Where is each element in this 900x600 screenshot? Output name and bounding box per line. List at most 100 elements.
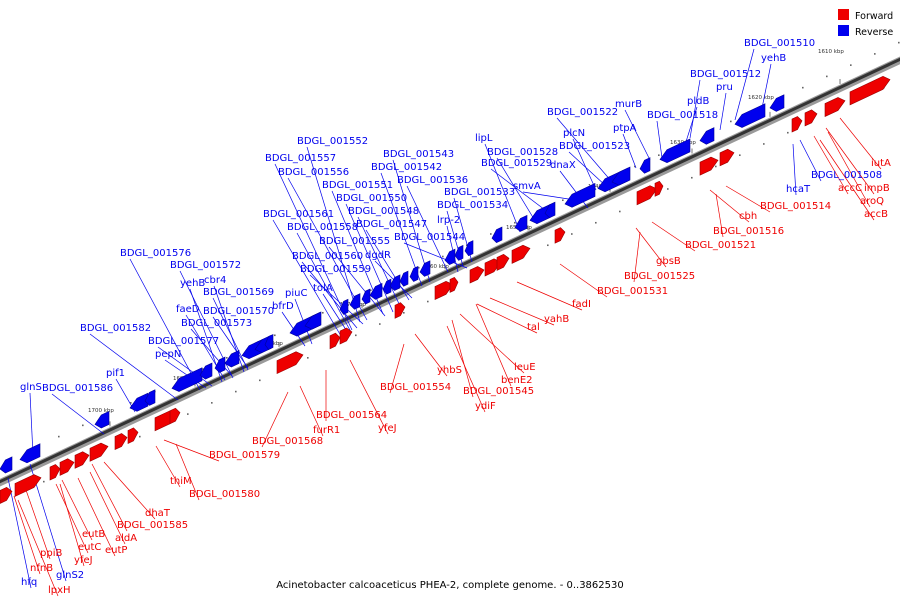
reverse-gene-arrow <box>144 389 156 406</box>
forward-gene-label: lpxH <box>48 585 71 596</box>
forward-gene-label-leader <box>389 343 405 394</box>
scale-dot <box>802 86 804 89</box>
forward-gene-label-leader <box>17 499 59 597</box>
reverse-gene-label-leader <box>568 151 607 187</box>
reverse-gene-label: BDGL_001573 <box>181 318 252 329</box>
forward-gene-label: furR1 <box>313 425 340 436</box>
forward-gene-label-leader <box>813 135 849 195</box>
forward-gene-label: impB <box>864 183 890 194</box>
reverse-gene-arrow <box>544 201 556 219</box>
reverse-gene-arrow <box>361 288 371 305</box>
reverse-gene-arrow <box>454 244 464 261</box>
forward-gene-label: BDGL_001521 <box>685 240 756 251</box>
forward-gene-label: aroQ <box>860 196 884 207</box>
forward-gene-label-leader <box>651 221 696 252</box>
forward-gene-label: aldA <box>115 533 137 544</box>
forward-gene-arrow <box>511 244 531 264</box>
reverse-gene-label-leader <box>734 48 755 121</box>
reverse-gene-label: ptpA <box>613 123 637 134</box>
forward-gene-label: yhbS <box>437 365 462 376</box>
reverse-gene-arrow <box>409 265 419 282</box>
reverse-gene-label: BDGL_001550 <box>336 193 407 204</box>
forward-gene-arrow <box>719 148 735 167</box>
forward-gene-label: accC <box>838 183 862 194</box>
reverse-gene-label-leader <box>392 159 431 283</box>
reverse-gene-label-leader <box>301 261 358 329</box>
legend-reverse-label: Reverse <box>855 27 893 38</box>
reverse-gene-label-leader <box>51 393 105 435</box>
legend: Forward Reverse <box>838 9 893 38</box>
reverse-gene-arrow <box>94 410 110 429</box>
reverse-gene-label: BDGL_001561 <box>263 209 334 220</box>
scale-dot <box>490 233 492 235</box>
forward-gene-arrow <box>434 280 454 300</box>
forward-gene-label-leader <box>349 359 389 435</box>
forward-gene-label-leader <box>89 471 126 545</box>
reverse-gene-label-leader <box>357 216 402 309</box>
scale-dot <box>658 154 660 156</box>
forward-gene-label-leader <box>103 461 156 520</box>
reverse-gene-label: lrp-2 <box>437 215 460 226</box>
forward-gene-label: ydiF <box>475 401 496 412</box>
forward-gene-label: BDGL_001579 <box>209 450 280 461</box>
reverse-gene-label: BDGL_001534 <box>437 200 508 211</box>
reverse-gene-label-leader <box>212 316 249 369</box>
forward-gene-label: yfeJ <box>378 423 397 434</box>
forward-gene-arrow <box>114 433 128 451</box>
forward-gene-label: BDGL_001545 <box>463 386 534 397</box>
reverse-gene-label: BDGL_001551 <box>322 180 393 191</box>
forward-gene-label-leader <box>299 385 324 437</box>
reverse-gene-arrow <box>514 214 528 232</box>
forward-gene-arrow <box>339 327 353 345</box>
scale-dot <box>58 435 60 438</box>
forward-gene-arrow <box>849 76 891 106</box>
reverse-gene-arrow <box>349 293 361 310</box>
forward-gene-label-leader <box>163 439 220 462</box>
reverse-gene-label: BDGL_001576 <box>120 248 191 259</box>
reverse-gene-label: plcN <box>563 128 585 139</box>
scale-dot <box>763 143 765 145</box>
forward-gene-label-leader <box>155 445 181 488</box>
reverse-gene-label: BDGL_001557 <box>265 153 336 164</box>
scale-dot <box>202 368 204 370</box>
forward-gene-label-leader <box>827 131 871 208</box>
scale-dot <box>130 402 132 404</box>
scale-dot <box>226 357 228 359</box>
reverse-gene-label-leader <box>212 297 249 371</box>
forward-gene-label-leader <box>91 463 128 532</box>
forward-gene-label-leader <box>175 443 200 501</box>
scale-dot <box>355 334 357 337</box>
forward-gene-label: BDGL_001585 <box>117 520 188 531</box>
scale-dot <box>274 334 276 337</box>
forward-gene-arrow <box>0 487 13 504</box>
forward-gene-label-leader <box>25 489 51 560</box>
forward-gene-label-leader <box>633 231 641 283</box>
reverse-gene-label-leader <box>328 246 386 317</box>
reverse-gene-label: BDGL_001547 <box>356 219 427 230</box>
forward-gene-label: BDGL_001525 <box>624 271 695 282</box>
leader-lines <box>7 48 882 597</box>
reverse-gene-label: yehB <box>761 53 786 64</box>
forward-gene-label-leader <box>725 185 771 213</box>
legend-forward-swatch <box>838 9 849 20</box>
forward-gene-label-leader <box>819 139 875 221</box>
reverse-gene-label: dgdR <box>365 250 391 261</box>
reverse-gene-label: BDGL_001582 <box>80 323 151 334</box>
forward-gene-arrow <box>449 277 459 293</box>
reverse-gene-label: tolA <box>313 283 333 294</box>
reverse-gene-label: hcaT <box>786 184 811 195</box>
reverse-gene-label: BDGL_001508 <box>811 170 882 181</box>
forward-gene-arrow <box>824 97 846 118</box>
forward-gene-label-leader <box>559 263 608 298</box>
scale-dot <box>730 120 732 123</box>
reverse-gene-arrow <box>491 226 503 244</box>
forward-gene-label-leader <box>451 319 474 398</box>
forward-gene-arrow <box>554 227 566 244</box>
scale-dot <box>43 480 45 483</box>
reverse-gene-label: BDGL_001555 <box>319 236 390 247</box>
forward-gene-label: eutC <box>78 542 101 553</box>
reverse-gene-label: pldB <box>687 96 709 107</box>
forward-gene-arrow <box>59 458 75 476</box>
reverse-gene-label-leader <box>157 346 213 387</box>
